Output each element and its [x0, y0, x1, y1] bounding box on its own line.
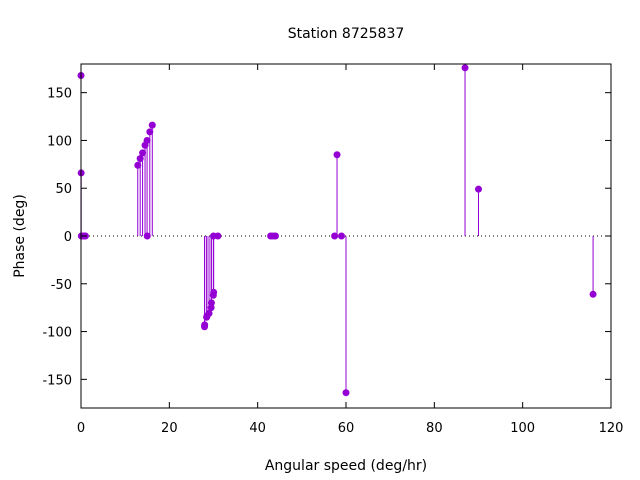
- data-point: [205, 309, 213, 317]
- data-point: [143, 232, 151, 240]
- data-marks: [77, 64, 597, 397]
- data-point: [139, 149, 147, 157]
- data-point: [210, 288, 218, 296]
- y-tick-label: 100: [47, 134, 72, 149]
- axis-ticks: [80, 64, 612, 408]
- data-point: [201, 321, 209, 329]
- data-point: [333, 151, 341, 159]
- y-tick-label: 150: [47, 87, 72, 102]
- data-point: [331, 232, 339, 240]
- tick-labels: 0 20 40 60 80 100 120 -150 -100 -50 0 50 100 150: [42, 87, 623, 436]
- data-point: [146, 128, 154, 136]
- x-tick-label: 0: [77, 421, 85, 436]
- y-tick-label: -100: [42, 326, 72, 341]
- y-tick-label: -50: [51, 278, 72, 293]
- data-point: [342, 389, 350, 397]
- data-point: [337, 232, 345, 240]
- x-tick-label: 40: [249, 421, 266, 436]
- y-axis-label: Phase (deg): [12, 194, 28, 278]
- data-point: [214, 232, 222, 240]
- x-tick-label: 100: [510, 421, 535, 436]
- data-point: [461, 64, 469, 72]
- data-point: [136, 155, 144, 163]
- x-axis-label: Angular speed (deg/hr): [265, 458, 427, 474]
- data-point: [475, 185, 482, 193]
- y-tick-label: -150: [42, 373, 72, 388]
- data-point: [143, 136, 151, 144]
- data-point: [271, 232, 279, 240]
- x-tick-label: 60: [338, 421, 355, 436]
- chart-title: Station 8725837: [288, 26, 405, 42]
- y-tick-label: 0: [64, 230, 72, 245]
- x-tick-label: 20: [161, 421, 178, 436]
- data-point: [148, 121, 156, 129]
- data-point: [589, 290, 597, 298]
- data-point: [134, 161, 142, 169]
- y-tick-label: 50: [55, 182, 72, 197]
- x-tick-label: 120: [599, 421, 624, 436]
- x-tick-label: 80: [426, 421, 443, 436]
- data-point: [207, 299, 215, 307]
